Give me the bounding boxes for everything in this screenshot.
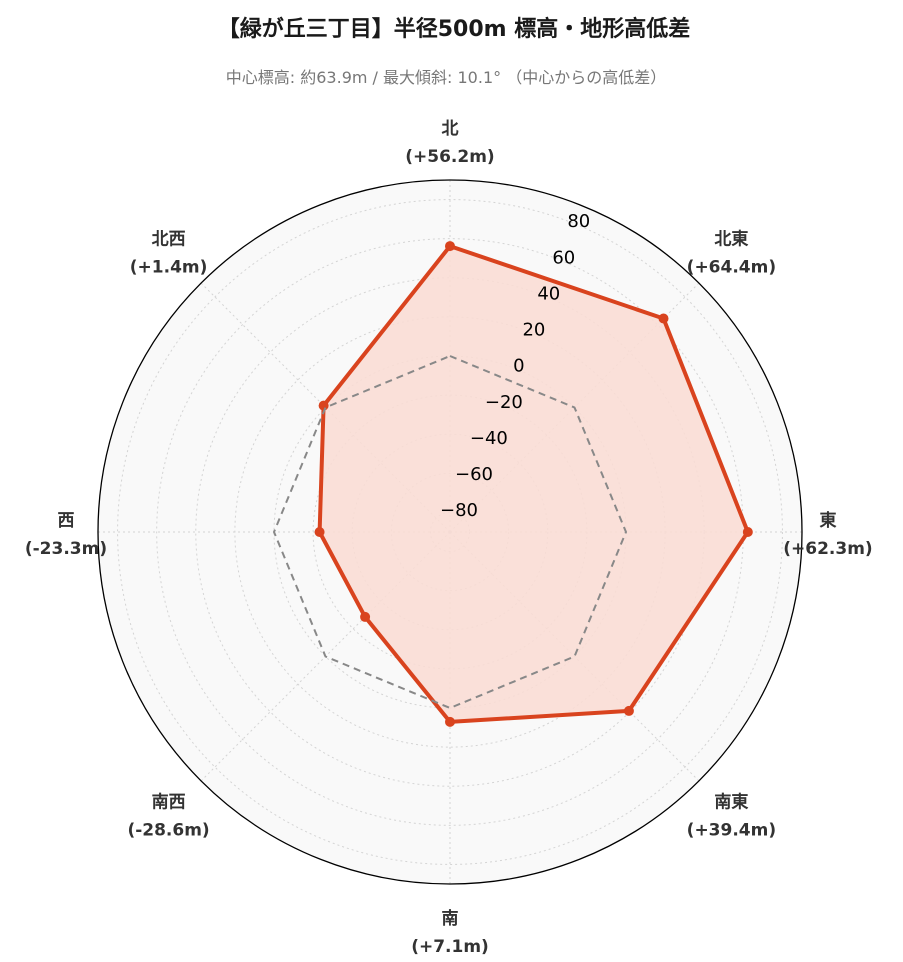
direction-value-label: (+64.4m): [687, 258, 776, 278]
chart-title: 【緑が丘三丁目】半径500m 標高・地形高低差: [218, 16, 691, 42]
radial-tick-label: 40: [537, 283, 560, 304]
chart-subtitle: 中心標高: 約63.9m / 最大傾斜: 10.1° （中心からの高低差）: [226, 68, 666, 87]
direction-value-label: (-28.6m): [127, 820, 209, 840]
elevation-point: [623, 705, 634, 716]
direction-value-label: (+7.1m): [411, 937, 489, 957]
direction-value-label: (+56.2m): [405, 147, 494, 167]
direction-label: 西: [58, 511, 75, 531]
radial-tick-label: −80: [440, 500, 478, 521]
direction-label: 北西: [152, 230, 186, 250]
elevation-point: [658, 313, 669, 324]
direction-value-label: (+39.4m): [687, 820, 776, 840]
direction-label: 南西: [152, 791, 186, 812]
direction-value-label: (+1.4m): [130, 258, 208, 278]
radial-tick-label: 80: [567, 211, 590, 232]
radial-tick-label: 20: [522, 320, 545, 341]
radial-tick-label: 0: [513, 356, 524, 377]
radial-tick-label: −20: [485, 392, 523, 413]
radial-tick-label: 60: [552, 247, 575, 268]
plot-area: −80 −60 −40 −20 0 20 40 60 80 北 (+56.2m) 北東 (+64.4m)…: [25, 119, 873, 957]
elevation-point: [360, 611, 371, 622]
plot-outline: [97, 179, 803, 885]
radial-tick-label: −60: [455, 464, 493, 485]
elevation-point: [445, 716, 455, 727]
elevation-point: [314, 527, 325, 537]
radial-tick-label: −40: [470, 428, 508, 449]
elevation-point: [318, 400, 329, 411]
direction-label: 北東: [714, 229, 748, 250]
direction-value-label: (+62.3m): [783, 539, 872, 559]
elevation-area: [319, 246, 748, 722]
direction-value-label: (-23.3m): [25, 539, 107, 559]
direction-label: 北: [442, 119, 459, 139]
direction-label: 東: [820, 510, 837, 531]
elevation-point: [742, 527, 753, 537]
direction-label: 南東: [714, 791, 748, 812]
direction-label: 南: [442, 908, 459, 929]
elevation-point: [445, 241, 455, 252]
grid-circle: [117, 199, 783, 865]
